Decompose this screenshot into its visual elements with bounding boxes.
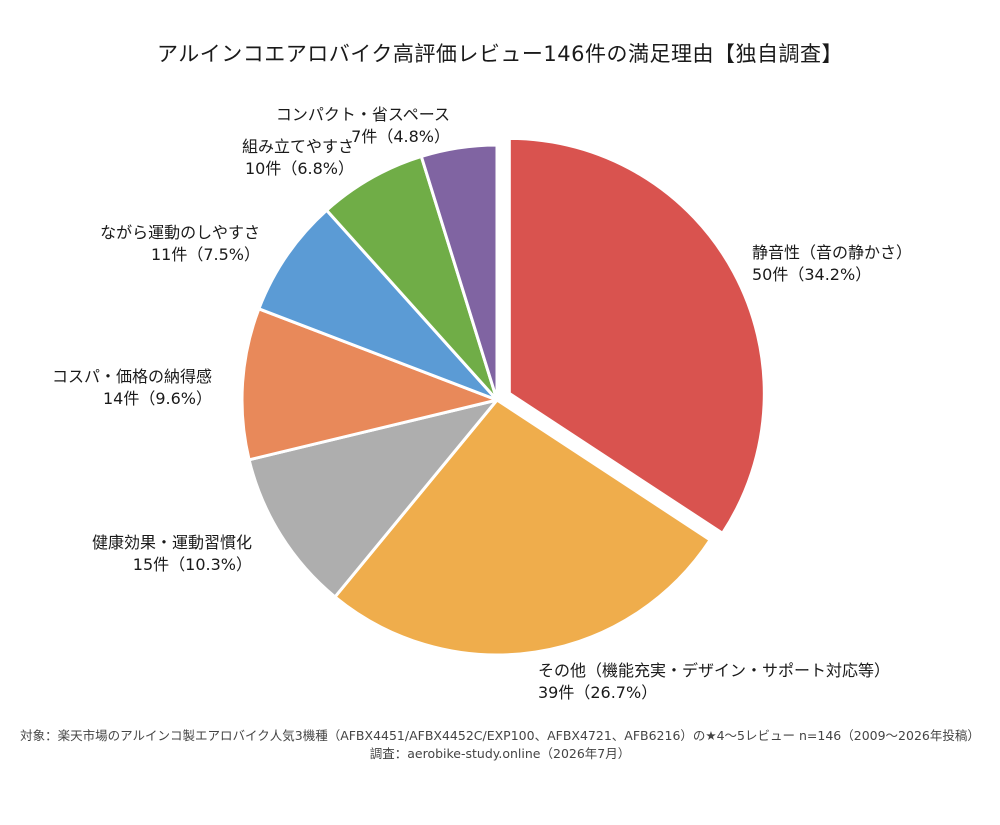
slice-count: 15件（10.3%） bbox=[132, 555, 252, 574]
slice-label-multitask: ながら運動のしやすさ 11件（7.5%） bbox=[100, 222, 260, 266]
pie-slice-assembly bbox=[325, 154, 499, 402]
slice-name: コンパクト・省スペース bbox=[275, 105, 450, 124]
slice-name: 組み立てやすさ bbox=[241, 137, 354, 156]
slice-count: 14件（9.6%） bbox=[102, 389, 212, 408]
slice-label-assembly: 組み立てやすさ 10件（6.8%） bbox=[242, 136, 354, 180]
pie-slice-compact bbox=[419, 143, 499, 402]
footnote: 対象：楽天市場のアルインコ製エアロバイク人気3機種（AFBX4451/AFBX4… bbox=[0, 727, 1000, 763]
slice-name: 健康効果・運動習慣化 bbox=[91, 533, 252, 552]
chart-title: アルインコエアロバイク高評価レビュー146件の満足理由【独自調査】 bbox=[157, 42, 843, 66]
slice-count: 11件（7.5%） bbox=[150, 245, 260, 264]
slice-name: その他（機能充実・デザイン・サポート対応等） bbox=[538, 661, 891, 680]
slice-count: 39件（26.7%） bbox=[538, 683, 658, 702]
slice-count: 7件（4.8%） bbox=[351, 127, 450, 146]
pie-slice-other bbox=[333, 398, 712, 657]
slice-label-health: 健康効果・運動習慣化 15件（10.3%） bbox=[92, 532, 252, 576]
slice-count: 50件（34.2%） bbox=[752, 265, 872, 284]
pie-slice-health bbox=[247, 398, 499, 599]
slice-label-compact: コンパクト・省スペース 7件（4.8%） bbox=[276, 104, 450, 148]
pie-slice-cost bbox=[240, 307, 499, 462]
slice-name: 静音性（音の静かさ） bbox=[752, 243, 913, 262]
footnote-source: 調査：aerobike-study.online（2026年7月） bbox=[369, 746, 631, 761]
slice-label-cost: コスパ・価格の納得感 14件（9.6%） bbox=[52, 366, 212, 410]
pie-slice-multitask bbox=[257, 208, 499, 402]
slice-label-quietness: 静音性（音の静かさ） 50件（34.2%） bbox=[752, 242, 912, 286]
slice-label-other: その他（機能充実・デザイン・サポート対応等） 39件（26.7%） bbox=[538, 660, 890, 704]
pie-slice-quietness bbox=[507, 136, 766, 535]
slice-name: コスパ・価格の納得感 bbox=[51, 367, 212, 386]
slice-count: 10件（6.8%） bbox=[244, 159, 354, 178]
slice-name: ながら運動のしやすさ bbox=[100, 223, 260, 242]
footnote-target: 対象：楽天市場のアルインコ製エアロバイク人気3機種（AFBX4451/AFBX4… bbox=[20, 728, 980, 743]
